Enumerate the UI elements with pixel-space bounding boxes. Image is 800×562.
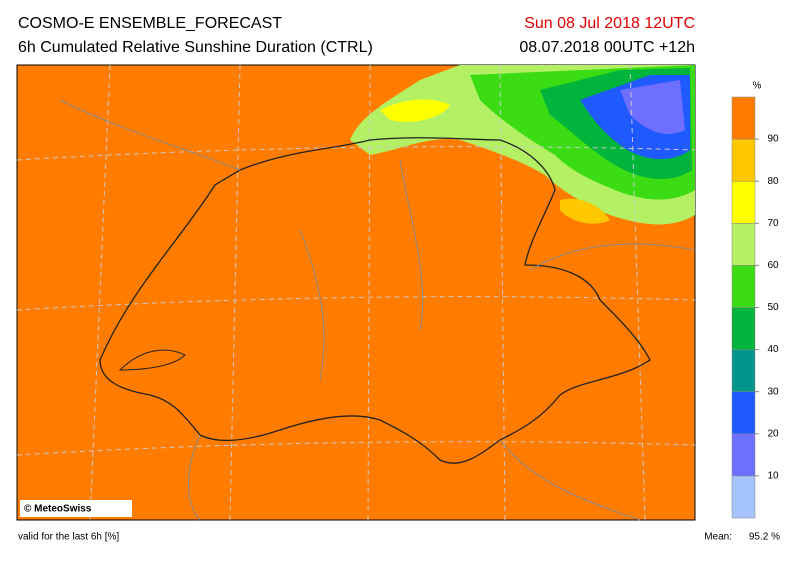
colorbar-segment bbox=[731, 307, 756, 350]
colorbar-segment bbox=[731, 138, 756, 182]
colorbar: % 10 20 30 40 50 60 70 80 90 bbox=[731, 81, 779, 519]
colorbar-tick-label: 10 bbox=[767, 471, 779, 482]
colorbar-segment bbox=[731, 96, 756, 140]
meridian bbox=[229, 64, 241, 521]
colorbar-tick-label: 30 bbox=[767, 386, 779, 397]
footer-note: valid for the last 6h [%] bbox=[18, 532, 119, 543]
colorbar-tick-label: 70 bbox=[767, 218, 779, 229]
meridian bbox=[89, 64, 111, 521]
valid-time: Sun 08 Jul 2018 12UTC bbox=[524, 15, 695, 32]
colorbar-tick-label: 50 bbox=[767, 302, 779, 313]
mean-value: 95.2 % bbox=[749, 532, 780, 543]
country-border bbox=[99, 137, 651, 464]
colorbar-tick-label: 60 bbox=[767, 260, 779, 271]
colorbar-tick-label: 90 bbox=[767, 134, 779, 145]
colorbar-segment bbox=[731, 180, 756, 224]
meridian bbox=[629, 64, 646, 521]
colorbar-segment bbox=[731, 349, 756, 392]
colorbar-unit: % bbox=[753, 81, 762, 92]
colorbar-tick-label: 40 bbox=[767, 344, 779, 355]
sunshine-area bbox=[380, 99, 450, 122]
region-borders bbox=[59, 99, 696, 521]
lake bbox=[118, 349, 186, 371]
subtitle: 6h Cumulated Relative Sunshine Duration … bbox=[18, 39, 373, 56]
colorbar-segment bbox=[731, 223, 756, 266]
parallel bbox=[16, 146, 696, 161]
parallel bbox=[16, 296, 696, 311]
colorbar-segment bbox=[731, 265, 756, 308]
colorbar-tick-label: 80 bbox=[767, 176, 779, 187]
colorbar-segment bbox=[731, 391, 756, 435]
sunshine-area bbox=[620, 80, 685, 135]
parallel bbox=[16, 441, 696, 456]
colorbar-segment bbox=[731, 475, 756, 519]
meridian bbox=[367, 64, 371, 521]
colorbar-segment bbox=[731, 433, 756, 477]
colorbar-tick-label: 20 bbox=[767, 428, 779, 439]
copyright-box bbox=[20, 500, 132, 517]
map: © MeteoSwiss bbox=[16, 64, 696, 521]
sunshine-area bbox=[560, 198, 610, 224]
copyright: © MeteoSwiss bbox=[24, 504, 92, 515]
mean-label: Mean: bbox=[704, 532, 732, 543]
title: COSMO-E ENSEMBLE_FORECAST bbox=[18, 15, 282, 32]
run-time: 08.07.2018 00UTC +12h bbox=[519, 39, 695, 56]
